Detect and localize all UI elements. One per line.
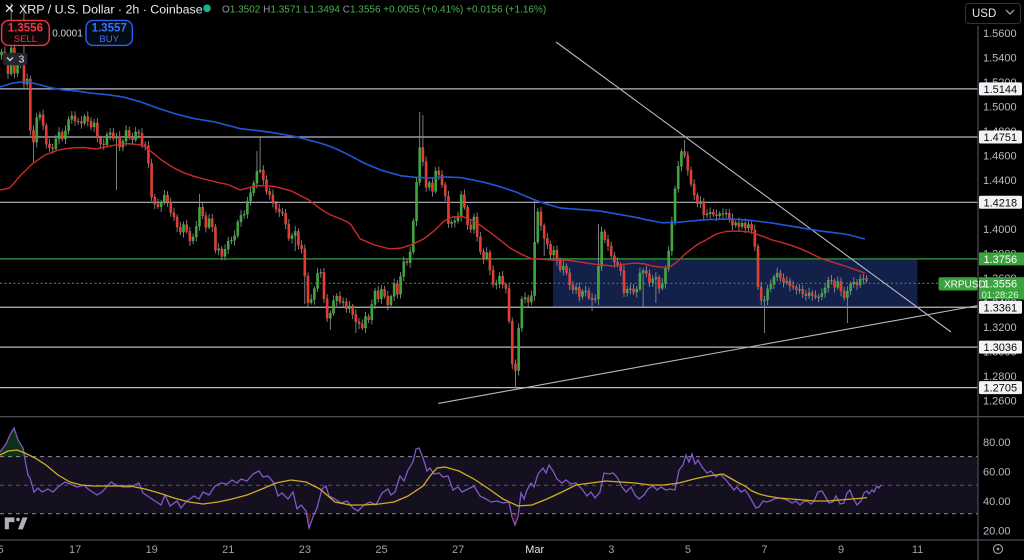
svg-text:1.3756: 1.3756	[984, 254, 1018, 266]
svg-text:3: 3	[608, 544, 614, 556]
svg-text:7: 7	[761, 544, 767, 556]
svg-text:SELL: SELL	[14, 34, 37, 45]
svg-text:5: 5	[685, 544, 691, 556]
svg-text:1.3200: 1.3200	[983, 322, 1017, 334]
svg-text:XRPUSD: XRPUSD	[944, 279, 986, 290]
svg-text:1.4400: 1.4400	[983, 175, 1017, 187]
svg-text:60.00: 60.00	[983, 466, 1011, 478]
svg-text:1.3556: 1.3556	[8, 23, 43, 35]
svg-text:✕: ✕	[4, 1, 15, 16]
svg-text:USD: USD	[972, 8, 996, 20]
svg-text:40.00: 40.00	[983, 496, 1011, 508]
svg-text:80.00: 80.00	[983, 437, 1011, 449]
svg-text:9: 9	[838, 544, 844, 556]
svg-text:Mar: Mar	[525, 544, 544, 556]
svg-text:1.4600: 1.4600	[983, 151, 1017, 163]
svg-text:1.3361: 1.3361	[984, 302, 1018, 314]
svg-text:21: 21	[222, 544, 234, 556]
svg-text:1.5400: 1.5400	[983, 53, 1017, 65]
svg-text:1.2600: 1.2600	[983, 396, 1017, 408]
svg-text:BUY: BUY	[99, 34, 119, 45]
svg-text:19: 19	[146, 544, 158, 556]
svg-text:1.2800: 1.2800	[983, 371, 1017, 383]
svg-text:1.3556: 1.3556	[984, 279, 1018, 291]
svg-text:01:28:26: 01:28:26	[982, 290, 1019, 301]
svg-text:1.5600: 1.5600	[983, 28, 1017, 40]
svg-text:1.3557: 1.3557	[92, 23, 127, 35]
svg-text:1.2705: 1.2705	[984, 383, 1018, 395]
svg-text:3: 3	[19, 54, 25, 66]
svg-text:20.00: 20.00	[983, 525, 1011, 537]
svg-text:O1.3502 H1.3571 L1.3494 C1.355: O1.3502 H1.3571 L1.3494 C1.3556 +0.0055 …	[222, 5, 546, 16]
svg-text:1.5000: 1.5000	[983, 102, 1017, 114]
svg-text:23: 23	[299, 544, 311, 556]
svg-text:25: 25	[375, 544, 387, 556]
svg-text:XRP / U.S. Dollar · 2h · Coinb: XRP / U.S. Dollar · 2h · Coinbase	[19, 3, 203, 17]
svg-text:11: 11	[912, 544, 923, 556]
svg-text:1.4218: 1.4218	[984, 197, 1018, 209]
svg-text:27: 27	[452, 544, 464, 556]
svg-text:1.5144: 1.5144	[984, 84, 1018, 96]
svg-text:1.3036: 1.3036	[984, 342, 1018, 354]
svg-text:5: 5	[0, 544, 4, 556]
svg-text:1.4751: 1.4751	[984, 132, 1018, 144]
svg-text:0.0001: 0.0001	[52, 29, 83, 40]
svg-text:17: 17	[69, 544, 81, 556]
svg-text:1.4000: 1.4000	[983, 224, 1017, 236]
